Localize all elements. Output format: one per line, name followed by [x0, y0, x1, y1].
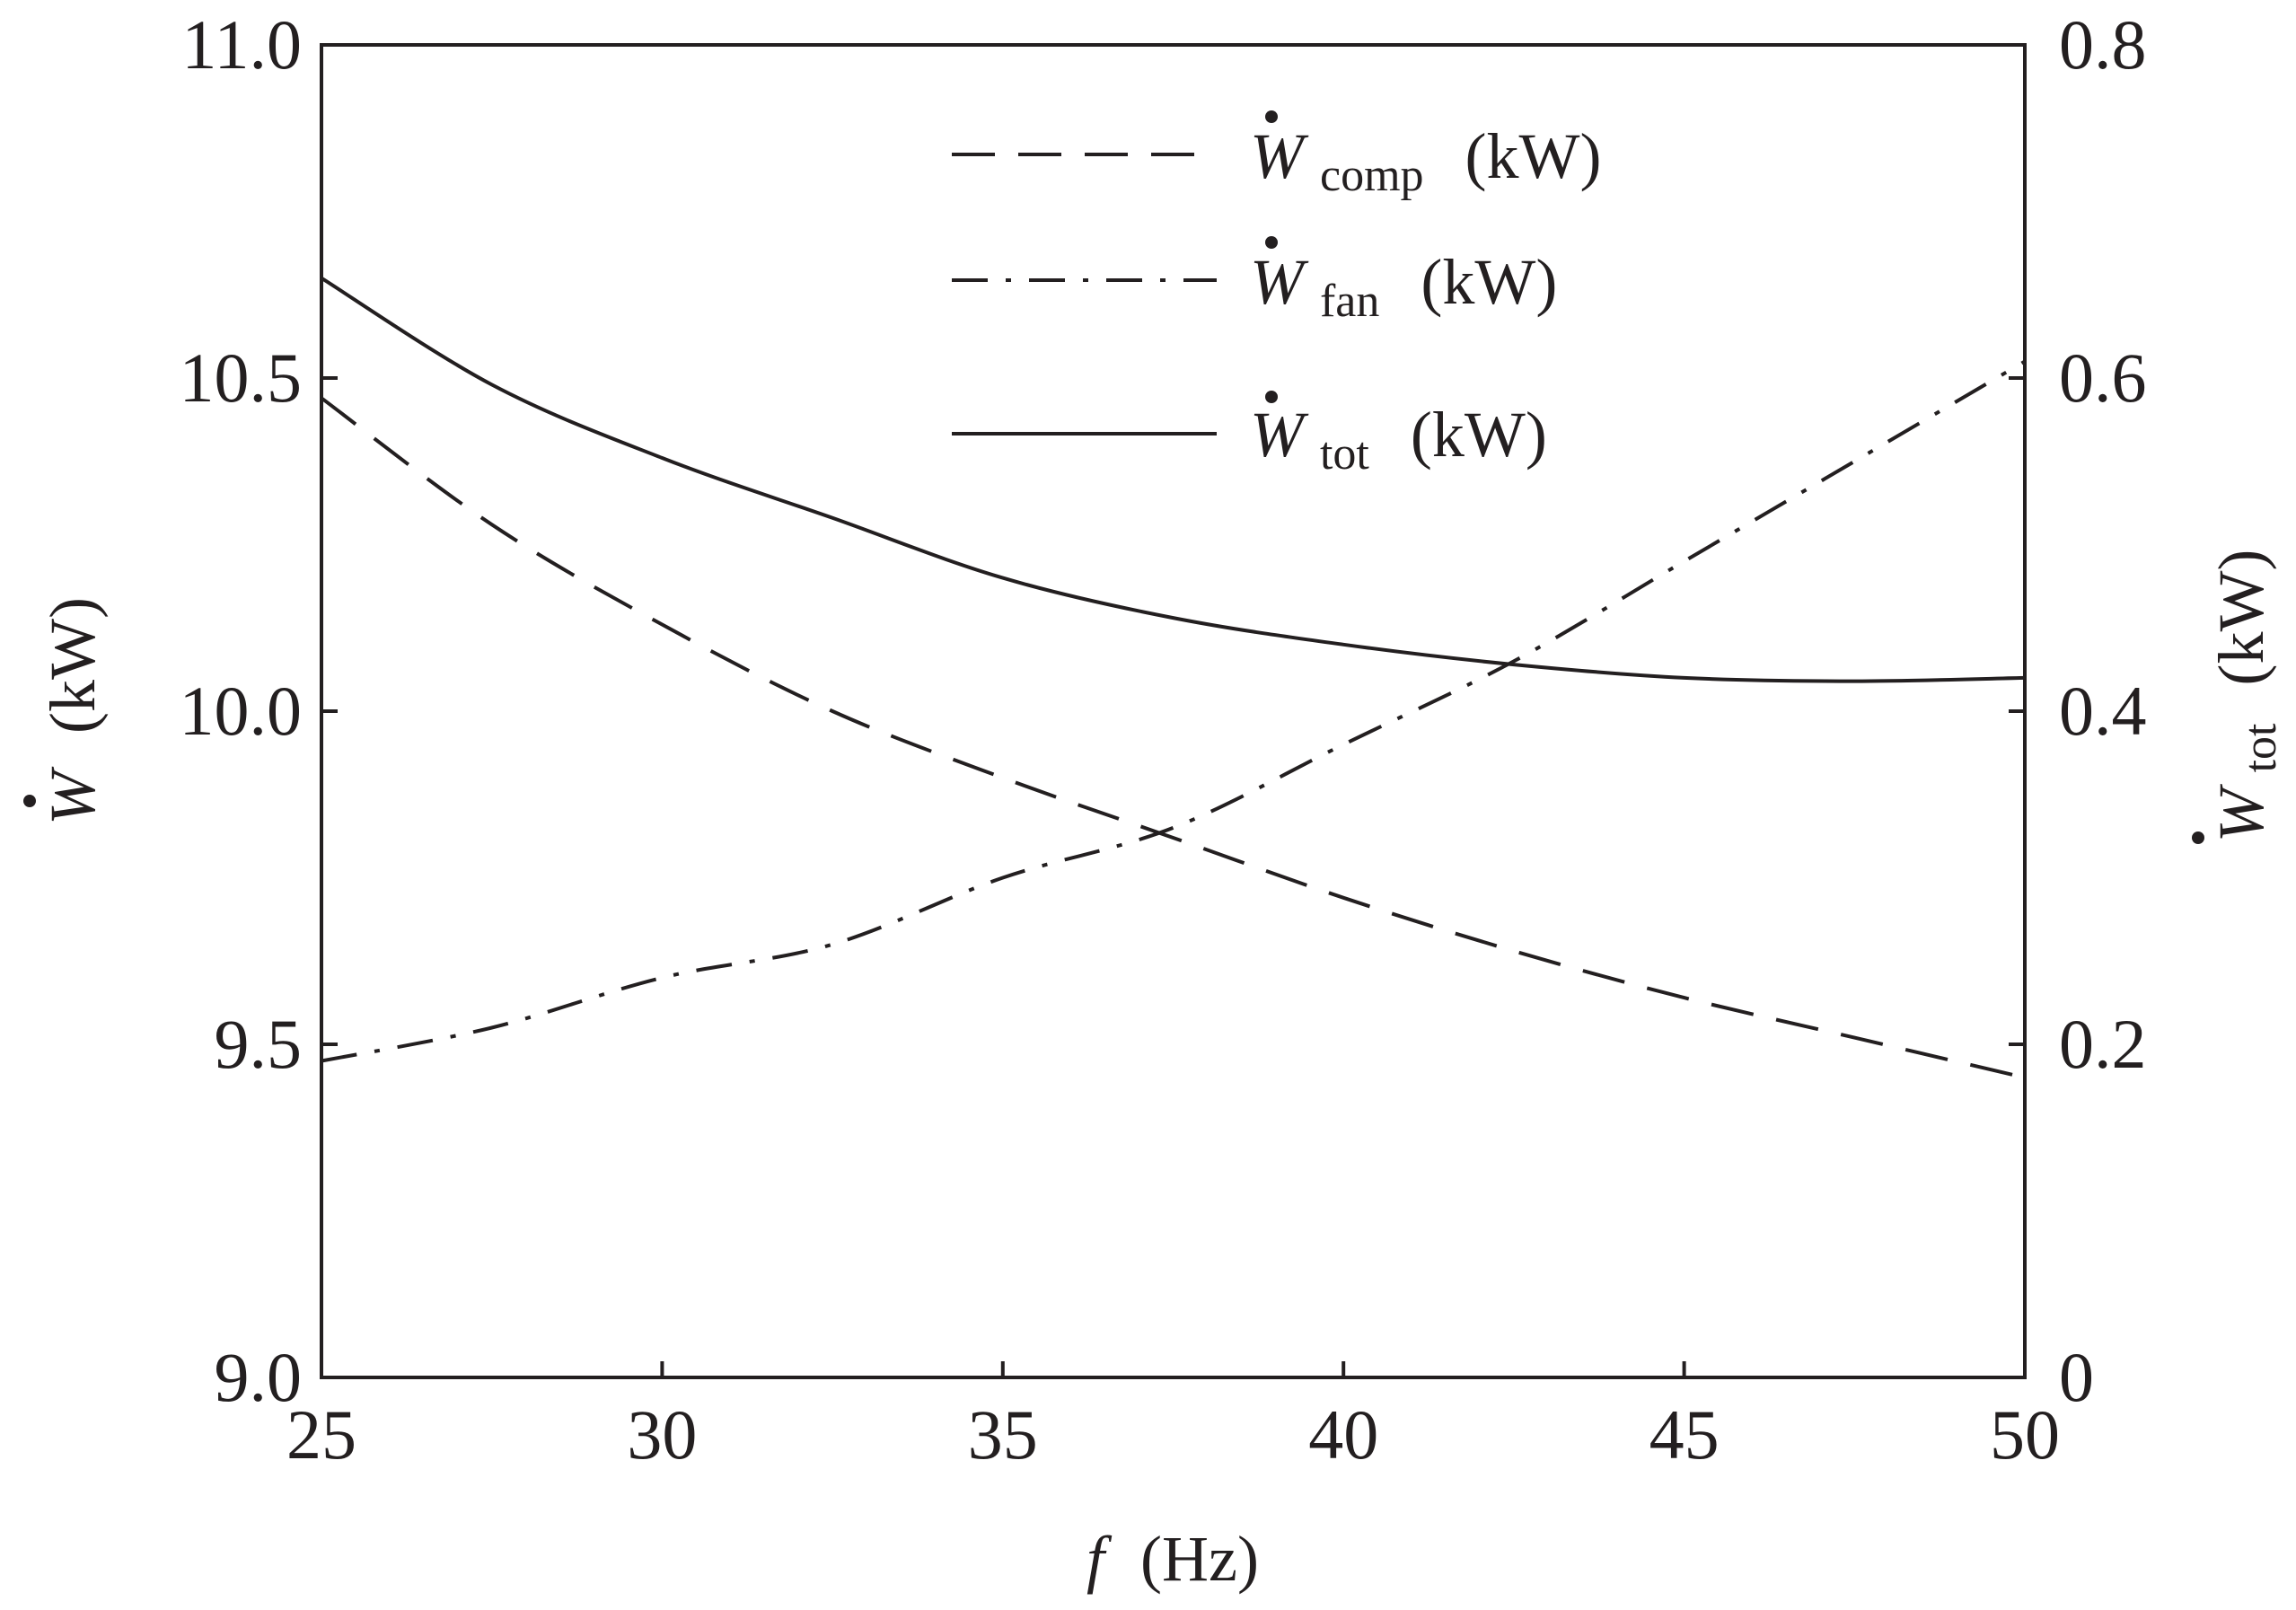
x-tick-label: 30	[627, 1395, 697, 1474]
legend: W comp (kW) W fan (kW) W tot (kW)	[952, 110, 1601, 483]
y-left-tick-label: 9.5	[215, 1005, 303, 1083]
y-right-tick-label: 0.2	[2059, 1005, 2147, 1083]
y-right-tick-label: 0.6	[2059, 339, 2147, 417]
y-right-dot-accent	[2192, 831, 2204, 844]
x-tick-label: 45	[1649, 1395, 1720, 1474]
x-axis-title: f (Hz)	[1086, 1523, 1259, 1595]
series-tot-line	[320, 277, 2026, 683]
y-left-tick-label: 11.0	[181, 5, 302, 84]
series-comp-line	[320, 396, 2026, 1080]
svg-text:W tot (kW): W tot (kW)	[2205, 550, 2290, 843]
legend-dot-fan	[1265, 236, 1278, 249]
series-lines	[320, 277, 2027, 1080]
legend-label-fan: W fan (kW)	[1250, 246, 1557, 330]
x-tick-label: 40	[1308, 1395, 1378, 1474]
y-left-unit: (kW)	[37, 597, 109, 734]
y-axis-left-title: W (kW)	[23, 597, 109, 825]
y-left-tick-label: 9.0	[215, 1338, 303, 1416]
y-right-symbol: W	[2205, 783, 2277, 842]
legend-dot-comp	[1265, 110, 1278, 123]
legend-label-tot: W tot (kW)	[1250, 399, 1547, 483]
y-left-dot-accent	[23, 795, 36, 807]
y-left-tick-label: 10.5	[180, 339, 303, 417]
tick-labels: 25 30 35 40 45 50 9.0 9.5 10.0 10.5 11.0 0 0.2 0.4 0.6…	[180, 5, 2147, 1474]
svg-text:W (kW): W (kW)	[37, 597, 109, 825]
y-right-tick-label: 0	[2059, 1338, 2094, 1416]
y-left-tick-label: 10.0	[180, 672, 303, 750]
plot-frame	[320, 43, 2027, 1379]
y-right-unit: (kW)	[2205, 550, 2277, 686]
x-tick-label: 50	[1990, 1395, 2060, 1474]
series-fan-line	[321, 359, 2027, 1063]
x-tick-label: 25	[286, 1395, 356, 1474]
x-tick-label: 35	[968, 1395, 1038, 1474]
y-left-symbol: W	[37, 766, 109, 825]
tick-marks	[320, 43, 2027, 1379]
legend-label-comp: W comp (kW)	[1250, 120, 1601, 205]
y-right-tick-label: 0.4	[2059, 672, 2147, 750]
y-right-sub: tot	[2235, 723, 2286, 772]
y-right-tick-label: 0.8	[2059, 5, 2147, 84]
y-axis-right-title: W tot (kW)	[2192, 550, 2290, 844]
legend-dot-tot	[1265, 391, 1278, 403]
